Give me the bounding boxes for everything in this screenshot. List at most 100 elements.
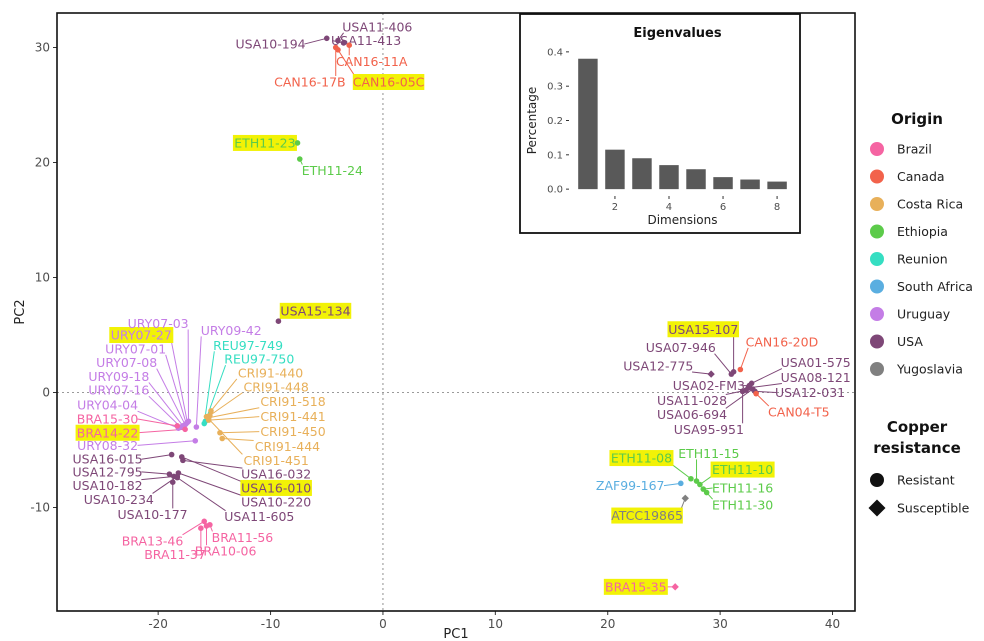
data-point [174, 423, 181, 429]
data-point [168, 451, 175, 458]
legend-label: Canada [897, 169, 945, 184]
point-label: USA15-134 [280, 303, 350, 318]
legend-item-brazil: Brazil [870, 142, 932, 157]
legend-item-costa-rica: Costa Rica [870, 197, 963, 212]
legend-label: Brazil [897, 142, 932, 157]
data-point [178, 454, 185, 460]
point-label: USA01-575 [781, 355, 851, 370]
inset-y-axis-label: Percentage [525, 87, 539, 155]
inset-x-tick-label: 6 [720, 202, 726, 213]
eigen-bar [740, 179, 760, 190]
point-label: BRA13-46 [122, 533, 184, 548]
points [166, 35, 759, 591]
point-label: USA11-406 [342, 19, 412, 34]
label-highlight [611, 507, 683, 524]
x-tick-label: 40 [825, 617, 840, 631]
point-label: URY09-18 [88, 369, 149, 384]
legend-diamond-icon [868, 499, 886, 517]
label-highlights [75, 74, 775, 595]
legend-item-usa: USA [870, 334, 923, 349]
legend-item-ethiopia: Ethiopia [870, 224, 948, 239]
point-label: USA11-413 [331, 33, 401, 48]
point-label: ETH11-24 [302, 163, 363, 178]
data-point-diamond [681, 494, 689, 502]
point-label: CAN16-11A [336, 54, 408, 69]
point-label: CRI91-444 [255, 439, 320, 454]
data-point [166, 471, 173, 477]
data-point [219, 435, 226, 442]
data-point [739, 388, 746, 395]
point-label: URY07-03 [128, 316, 189, 331]
data-point [217, 429, 223, 436]
data-point [737, 366, 744, 373]
data-point [203, 523, 210, 529]
label-highlight [667, 321, 740, 338]
eigen-bar [659, 165, 679, 190]
point-label: BRA11-56 [212, 530, 274, 545]
label-highlight [603, 578, 668, 595]
legend-swatch [870, 334, 884, 349]
legend-swatch [870, 252, 884, 266]
point-label: USA12-031 [775, 385, 845, 400]
data-point [346, 42, 353, 48]
leader-line [206, 416, 243, 455]
point-label: BRA10-06 [195, 544, 257, 559]
point-label: CAN16-17B [274, 75, 346, 90]
point-label: CRI91-448 [243, 379, 308, 394]
point-label: ZAF99-167 [596, 478, 665, 493]
point-label: USA15-107 [668, 322, 738, 337]
legend-swatch [870, 142, 884, 156]
point-label: URY07-01 [105, 341, 166, 356]
point-label: CRI91-441 [260, 409, 325, 424]
point-label: BRA11-37 [144, 547, 206, 562]
leader-line [739, 347, 749, 370]
data-point [746, 382, 753, 389]
y-axis-label: PC2 [13, 299, 28, 324]
point-label: BRA14-22 [77, 425, 139, 440]
legend-item-reunion: Reunion [870, 252, 948, 267]
eigen-bar [578, 58, 598, 190]
leader-line [209, 392, 243, 416]
legend-swatch [870, 362, 884, 376]
point-label: ETH11-16 [712, 480, 773, 495]
legend-label: USA [897, 334, 923, 349]
label-highlight [279, 302, 352, 319]
legend-item-south-africa: South Africa [870, 279, 973, 294]
x-tick-label: 30 [712, 617, 727, 631]
point-label: USA12-775 [623, 359, 693, 374]
point-label: USA07-946 [646, 340, 716, 355]
label-highlight [352, 74, 425, 90]
leader-line [663, 482, 681, 487]
legend-label: Ethiopia [897, 224, 948, 239]
point-label: ETH11-30 [712, 498, 773, 513]
label-highlight [109, 327, 174, 343]
leader-line [755, 393, 770, 407]
legend: Origin Brazil Canada Costa Rica Ethiopia Reun… [868, 110, 973, 517]
point-label: USA16-010 [241, 480, 311, 495]
legend-swatch [870, 197, 884, 211]
point-label: ETH11-10 [712, 462, 773, 477]
point-label: URY07-27 [111, 328, 172, 343]
point-label: REU97-749 [213, 338, 283, 353]
pca-scatter-plot: -20 -10 0 10 20 30 40 -10 0 10 20 30 PC1 PC2 USA10-194… [13, 12, 856, 641]
legend-label: Reunion [897, 252, 948, 267]
point-label: BRA15-30 [77, 411, 139, 426]
point-label: ETH11-15 [678, 446, 739, 461]
data-point [335, 37, 341, 44]
leader-lines [137, 32, 783, 588]
leader-line [208, 416, 260, 421]
leader-line [208, 407, 260, 419]
leader-line [203, 351, 215, 424]
point-label: USA06-694 [657, 407, 727, 422]
legend-item-canada: Canada [870, 169, 945, 184]
data-point [340, 40, 347, 46]
point-label: CRI91-451 [243, 453, 308, 468]
data-point [294, 140, 301, 146]
leader-line [148, 395, 181, 428]
legend-swatch [870, 224, 884, 239]
leader-line [751, 368, 783, 384]
legend-swatch [870, 307, 884, 321]
eigen-bar [767, 181, 787, 190]
leader-line [754, 390, 777, 393]
